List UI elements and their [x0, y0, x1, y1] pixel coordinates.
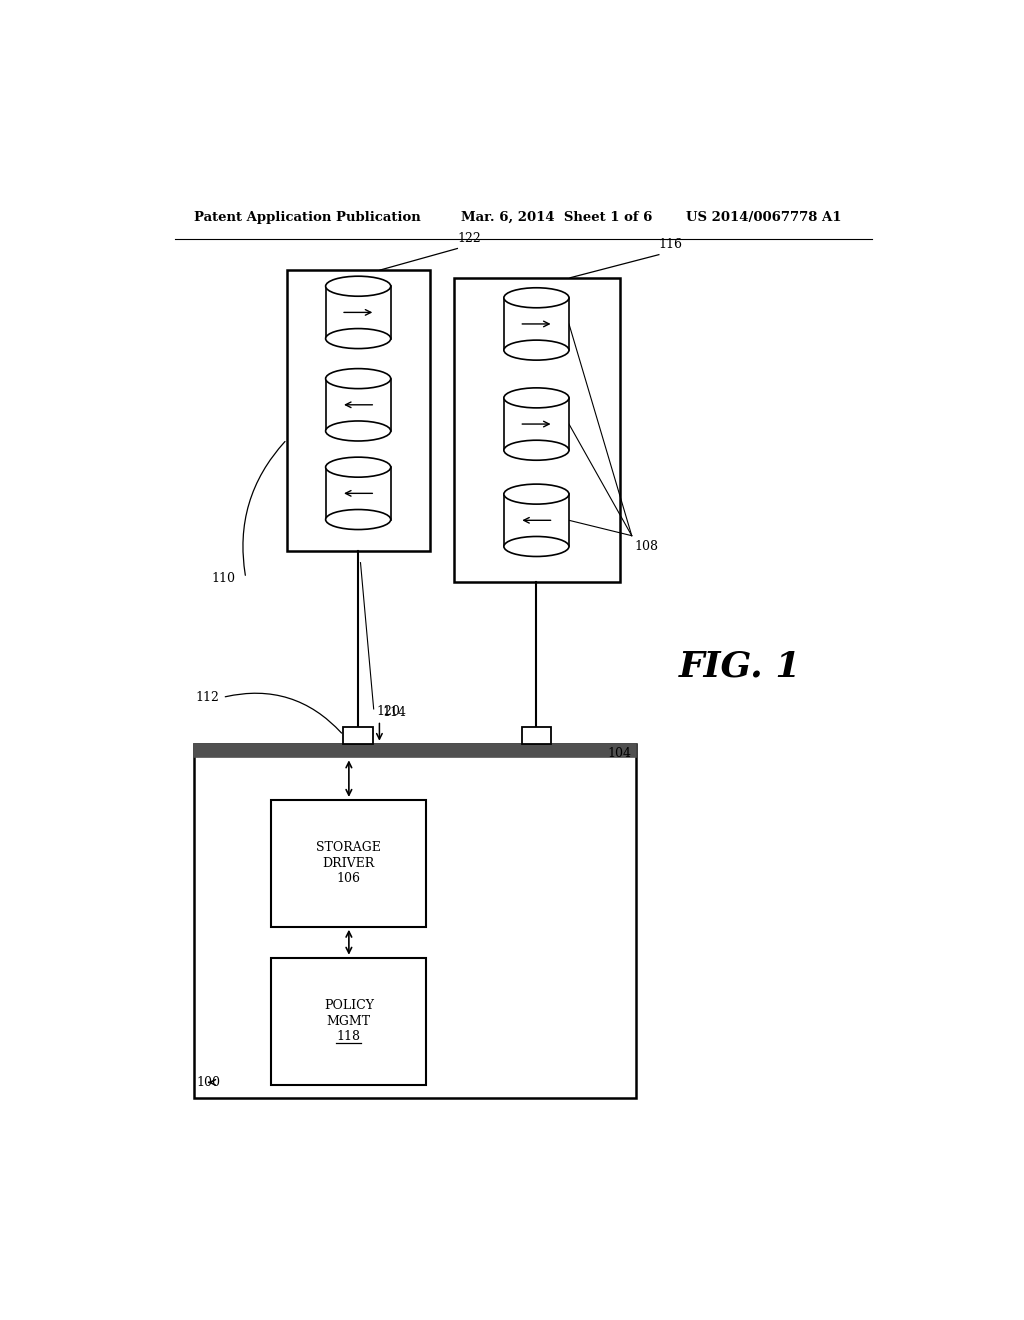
Bar [326, 286, 391, 339]
Ellipse shape [504, 341, 569, 360]
Bar [343, 726, 373, 743]
Ellipse shape [326, 421, 391, 441]
Ellipse shape [504, 288, 569, 308]
Text: 100: 100 [197, 1076, 220, 1089]
Text: 122: 122 [458, 231, 481, 244]
Text: 114: 114 [383, 706, 407, 719]
Text: 118: 118 [337, 1030, 360, 1043]
Bar [326, 467, 391, 520]
Ellipse shape [504, 441, 569, 461]
Text: 116: 116 [658, 238, 683, 251]
Ellipse shape [504, 536, 569, 557]
Text: STORAGE: STORAGE [316, 841, 381, 854]
Bar [504, 494, 569, 546]
Text: US 2014/0067778 A1: US 2014/0067778 A1 [686, 211, 842, 224]
Bar [454, 277, 621, 582]
Text: MGMT: MGMT [327, 1015, 371, 1028]
Text: 106: 106 [337, 873, 360, 886]
Bar [504, 397, 569, 450]
Ellipse shape [326, 510, 391, 529]
Text: POLICY: POLICY [324, 999, 374, 1012]
Text: 120: 120 [376, 705, 400, 718]
Bar [326, 379, 391, 432]
Text: 108: 108 [634, 540, 658, 553]
Ellipse shape [504, 484, 569, 504]
Bar [271, 800, 426, 927]
Bar [521, 726, 551, 743]
FancyArrowPatch shape [225, 693, 342, 733]
Bar [194, 743, 636, 1098]
Text: Patent Application Publication: Patent Application Publication [194, 211, 421, 224]
Bar [504, 298, 569, 350]
Text: DRIVER: DRIVER [323, 857, 375, 870]
Bar [287, 271, 430, 552]
Ellipse shape [326, 329, 391, 348]
Ellipse shape [326, 276, 391, 296]
Bar [194, 743, 636, 758]
FancyArrowPatch shape [243, 441, 285, 576]
Ellipse shape [326, 368, 391, 388]
Ellipse shape [326, 457, 391, 478]
Text: Mar. 6, 2014  Sheet 1 of 6: Mar. 6, 2014 Sheet 1 of 6 [461, 211, 652, 224]
Bar [271, 958, 426, 1085]
Text: 112: 112 [196, 690, 219, 704]
Text: 110: 110 [211, 572, 234, 585]
Ellipse shape [504, 388, 569, 408]
Text: FIG. 1: FIG. 1 [679, 649, 802, 684]
Text: 104: 104 [608, 747, 632, 760]
